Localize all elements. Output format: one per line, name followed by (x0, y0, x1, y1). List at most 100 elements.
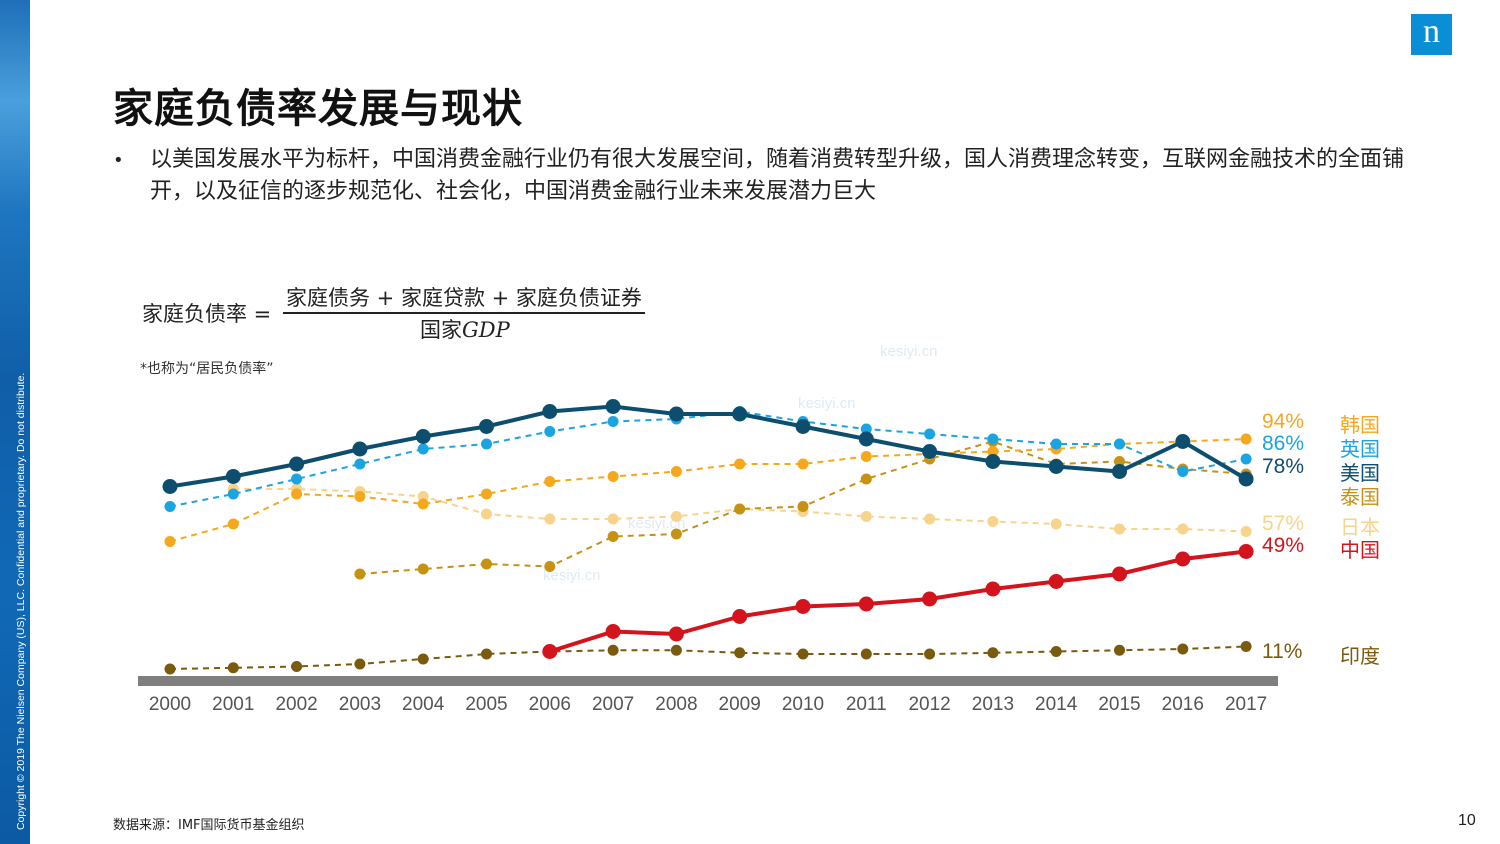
data-point (1050, 518, 1062, 530)
end-value-label: 57% (1262, 512, 1304, 535)
data-point (795, 419, 811, 434)
data-point (734, 503, 746, 515)
data-point (670, 644, 682, 656)
x-tick-label: 2015 (1098, 694, 1140, 715)
data-point (668, 406, 684, 422)
data-point (227, 518, 239, 530)
data-point (415, 429, 431, 444)
data-point (1114, 523, 1125, 535)
data-point (924, 428, 936, 440)
data-point (732, 406, 748, 422)
data-point (1240, 433, 1252, 445)
data-point (1114, 456, 1125, 467)
data-point (670, 528, 682, 540)
x-tick-label: 2012 (908, 694, 950, 715)
data-point (1240, 526, 1252, 537)
legend-label: 日本 (1340, 515, 1380, 539)
data-point (354, 491, 366, 502)
formula-denominator-gdp: GDP (462, 318, 510, 342)
data-point (1238, 544, 1254, 559)
data-point (1114, 644, 1125, 656)
watermark-text: kesiyi.cn (543, 567, 601, 584)
page-title: 家庭负债率发展与现状 (113, 86, 523, 132)
series-line-英国 (169, 410, 1247, 508)
x-tick-label: 2010 (782, 694, 824, 715)
end-value-label: 86% (1262, 432, 1304, 455)
data-point (734, 647, 746, 659)
x-tick-label: 2009 (719, 694, 761, 715)
bullet-text: 以美国发展水平为标杆，中国消费金融行业仍有很大发展空间，随着消费转型升级，国人消… (150, 147, 1405, 204)
data-point (227, 662, 239, 674)
data-point (1050, 438, 1062, 450)
data-point (858, 596, 874, 612)
data-source: 数据来源：IMF国际货币基金组织 (113, 818, 305, 833)
data-point (860, 648, 872, 660)
x-tick-label: 2002 (275, 694, 317, 715)
page-number: 10 (1458, 812, 1476, 829)
data-point (544, 513, 556, 525)
data-point (227, 488, 239, 500)
data-point (924, 648, 936, 660)
footnote: *也称为“居民负债率” (140, 361, 274, 377)
legend-label: 美国 (1340, 461, 1380, 485)
data-point (164, 501, 176, 512)
formula-denominator-cn: 国家 (420, 318, 462, 342)
legend-label: 英国 (1340, 437, 1380, 461)
legend-label: 泰国 (1340, 485, 1380, 509)
data-point (607, 416, 619, 427)
data-point (162, 479, 178, 494)
data-point (987, 516, 999, 527)
data-point (417, 498, 429, 510)
data-point (858, 431, 874, 447)
formula-lhs: 家庭负债率 = (142, 302, 272, 326)
series-line-中国 (549, 549, 1247, 654)
end-value-label: 94% (1262, 410, 1304, 433)
data-point (605, 624, 621, 639)
legend-label: 印度 (1340, 644, 1380, 668)
data-point (417, 653, 429, 665)
data-point (985, 581, 1001, 597)
x-tick-label: 2016 (1162, 694, 1204, 715)
data-point (542, 644, 558, 659)
x-tick-label: 2014 (1035, 694, 1078, 715)
data-point (354, 458, 366, 470)
data-point (417, 443, 429, 455)
data-point (1240, 641, 1252, 652)
data-point (734, 458, 746, 470)
series-line-韩国 (169, 438, 1247, 543)
data-point (607, 531, 619, 542)
x-tick-label: 2000 (149, 694, 191, 715)
data-point (291, 473, 303, 485)
data-point (354, 658, 366, 670)
data-point (354, 568, 366, 580)
bullet-icon: • (113, 150, 124, 171)
data-point (1177, 523, 1189, 535)
data-point (291, 488, 303, 500)
x-tick-label: 2004 (402, 694, 445, 715)
data-point (1048, 459, 1064, 474)
data-point (481, 558, 492, 570)
data-point (795, 599, 811, 614)
data-point (352, 441, 368, 457)
x-tick-label: 2013 (972, 694, 1014, 715)
data-point (1240, 453, 1252, 465)
data-point (1238, 471, 1254, 487)
data-point (291, 661, 303, 672)
end-value-label: 11% (1262, 640, 1302, 663)
data-point (985, 454, 1001, 469)
chart-marks: 2000 2001 2002 2003 2004 2005 2006 2007 2008 2009… (138, 399, 1380, 715)
data-point (164, 536, 176, 547)
data-point (481, 488, 492, 500)
data-point (670, 466, 682, 477)
data-point (544, 561, 556, 572)
data-point (1048, 574, 1064, 589)
end-value-label: 78% (1262, 455, 1304, 478)
data-point (1175, 434, 1191, 449)
x-tick-label: 2017 (1225, 694, 1267, 715)
data-point (987, 433, 999, 445)
data-point (732, 609, 748, 624)
x-tick-label: 2006 (529, 694, 571, 715)
data-point (797, 501, 809, 512)
data-point (1112, 566, 1127, 582)
series-line-印度 (169, 645, 1247, 670)
